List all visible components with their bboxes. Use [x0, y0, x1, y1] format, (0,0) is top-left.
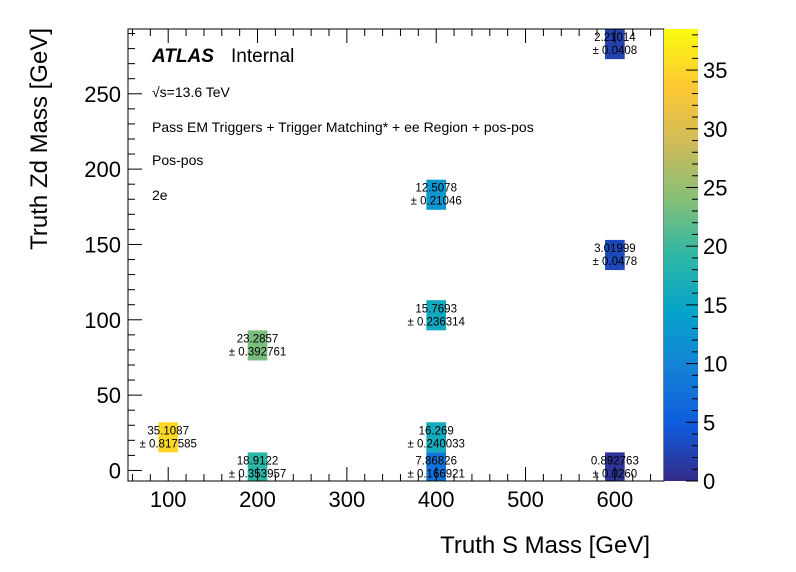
cell-error-label: ± 0.240033 [407, 438, 464, 450]
heatmap-cell [605, 29, 625, 60]
cell-error-label: ± 0.353957 [229, 468, 286, 480]
y-tick-label: 200 [84, 157, 121, 182]
z-tick-label: 5 [703, 410, 715, 435]
charge-label: Pos-pos [152, 152, 203, 168]
z-tick-label: 30 [703, 117, 727, 142]
x-tick-label: 300 [329, 487, 366, 512]
cell-error-label: ± 0.236314 [407, 316, 465, 328]
z-tick-label: 10 [703, 352, 727, 377]
heatmap-cell [605, 452, 625, 481]
cell-error-label: ± 0.166921 [407, 468, 464, 480]
cell-value-labels: 35.1087± 0.817585 18.9122± 0.353957 23.285… [139, 32, 638, 480]
y-tick-label: 150 [84, 232, 121, 257]
cell-value-label: 18.9122 [237, 455, 279, 467]
y-tick-label: 0 [109, 458, 121, 483]
atlas-label: ATLAS [151, 46, 214, 67]
x-tick-label: 100 [150, 487, 187, 512]
cell-error-label: ± 0.0478 [593, 256, 638, 268]
energy-label: √s=13.6 TeV [152, 84, 231, 100]
heatmap-cell [247, 452, 268, 481]
cell-value-label: 23.2857 [237, 333, 279, 345]
cell-value-label: 2.21014 [594, 32, 636, 44]
heatmap-cell [426, 422, 447, 453]
heatmap-cell [426, 300, 447, 331]
cell-value-label: 3.01999 [594, 243, 636, 255]
heatmap-cell [605, 239, 625, 271]
x-tick-label: 500 [507, 487, 544, 512]
heatmap-cell [426, 179, 447, 210]
color-scale-bar [664, 29, 698, 481]
y-axis-ticks: 0 50 100 150 200 250 [84, 33, 142, 483]
cell-error-label: ± 0.817585 [139, 438, 196, 450]
x-tick-label: 600 [597, 487, 634, 512]
y-axis-title: Truth Zd Mass [GeV] [26, 28, 53, 250]
cell-error-label: ± 0.0408 [593, 45, 638, 57]
color-scale-ticks: 0 5 10 15 20 25 30 35 [686, 34, 727, 494]
selection-label: Pass EM Triggers + Trigger Matching* + e… [152, 119, 534, 135]
cell-error-label: ± 0.21046 [411, 196, 462, 208]
z-tick-label: 15 [703, 293, 727, 318]
x-axis-title: Truth S Mass [GeV] [440, 532, 650, 559]
y-tick-label: 50 [97, 383, 121, 408]
y-tick-label: 100 [84, 308, 121, 333]
x-tick-label: 200 [239, 487, 276, 512]
cell-value-label: 15.7693 [415, 303, 457, 315]
x-tick-label: 400 [418, 487, 455, 512]
cell-value-label: 35.1087 [147, 425, 189, 437]
heatmap-cell [247, 330, 268, 361]
cell-value-label: 16.269 [419, 425, 454, 437]
color-scale: 0 5 10 15 20 25 30 35 [664, 29, 727, 494]
cell-error-label: ± 0.392761 [229, 346, 286, 358]
cell-value-label: 0.892763 [591, 455, 639, 467]
heatmap-cell [426, 452, 447, 481]
cell-value-label: 12.5078 [415, 183, 457, 195]
channel-label: 2e [152, 187, 168, 203]
cell-error-label: ± 0.0260 [593, 468, 638, 480]
z-tick-label: 0 [703, 469, 715, 494]
z-tick-label: 25 [703, 175, 727, 200]
z-tick-label: 20 [703, 234, 727, 259]
heatmap-cells [158, 29, 625, 481]
z-tick-label: 35 [703, 58, 727, 83]
cell-value-label: 7.86826 [415, 455, 457, 467]
internal-label: Internal [231, 46, 294, 67]
x-axis-ticks: 100 200 300 400 500 600 [131, 29, 652, 512]
y-tick-label: 250 [84, 82, 121, 107]
heatmap-cell [158, 422, 179, 453]
